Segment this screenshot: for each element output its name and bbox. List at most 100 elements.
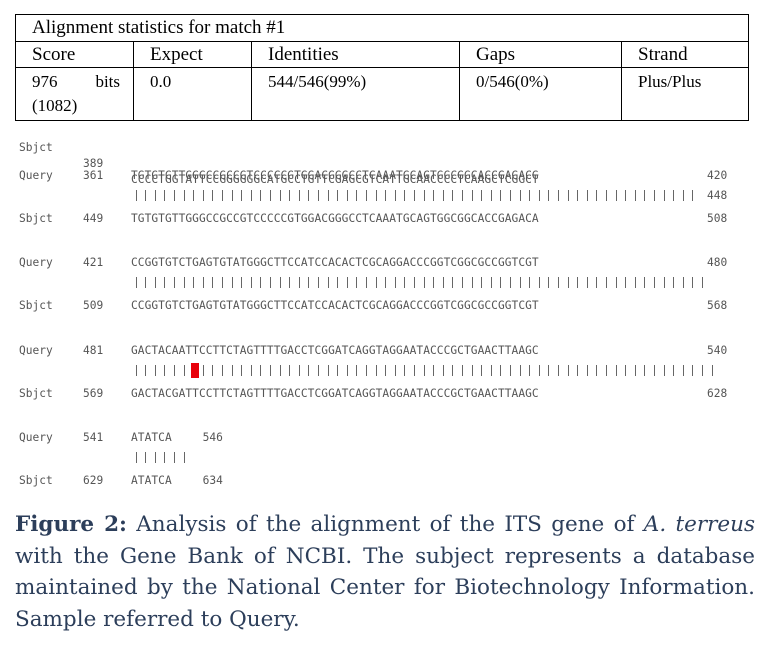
match-bar [212,277,214,288]
line-end: 634 [202,474,223,487]
match-bar [577,277,579,288]
match-bar [183,277,185,288]
match-bar [221,190,223,201]
match-bar [337,365,339,376]
match-bar [404,190,406,201]
match-bar [375,365,377,376]
species-name: A. terreus [643,512,755,537]
match-bar [394,190,396,201]
match-bar [567,277,569,288]
match-bar [596,365,598,376]
match-bar [394,365,396,376]
match-bar [241,190,243,201]
match-bar [663,365,665,376]
match-bar [596,277,598,288]
match-bar [269,365,271,376]
match-bar [673,365,675,376]
match-bar [356,190,358,201]
match-bar [682,190,684,201]
match-bar [154,190,156,201]
match-bar [644,277,646,288]
match-bar [557,190,559,201]
match-bar [260,365,262,376]
match-bar [605,277,607,288]
match-bar [327,365,329,376]
match-bar [394,277,396,288]
match-bar [221,365,223,376]
match-bar [567,190,569,201]
match-bar [346,365,348,376]
line-label: Query [19,431,53,444]
line-sequence: GACTACGATTCCTTCTAGTTTTGACCTCGGATCAGGTAGG… [131,387,539,400]
match-bar [269,190,271,201]
match-bar [634,277,636,288]
line-sequence: TGTGTGTTGGGCCGCCGTCCCCCGTGGACGGGCCTCAAAT… [131,169,539,182]
match-bar [231,277,233,288]
match-bar [548,277,550,288]
match-bar [202,277,204,288]
line-sequence: GACTACAATTCCTTCTAGTTTTGACCTCGGATCAGGTAGG… [131,344,539,357]
figure-label: Figure 2: [15,512,127,537]
match-bar [586,365,588,376]
match-bar [529,277,531,288]
match-bar [557,277,559,288]
gaps-value: 0/546(0%) [459,67,622,121]
match-bar [365,365,367,376]
match-bar [452,365,454,376]
match-bar [701,277,703,288]
match-bar [615,190,617,201]
mismatch-marker [190,363,199,378]
match-bar [673,190,675,201]
line-start: 541 [83,431,104,444]
match-bar [260,190,262,201]
match-bar [529,190,531,201]
match-bar [231,190,233,201]
match-bar [481,190,483,201]
match-bar [154,452,156,463]
match-bar [509,365,511,376]
line-start: 361 [83,169,104,182]
match-bar [135,190,137,201]
match-bar [682,277,684,288]
match-bar [241,277,243,288]
header-expect: Expect [133,41,252,68]
match-bar [596,190,598,201]
match-bar [442,190,444,201]
match-bar [298,277,300,288]
match-bar [634,190,636,201]
caption-text-after: with the Gene Bank of NCBI. The subject … [15,543,755,632]
line-sequence: CCGGTGTCTGAGTGTATGGGCTTCCATCCACACTCGCAGG… [131,299,539,312]
match-bar [471,365,473,376]
match-bar [173,365,175,376]
sbjct-line-top: Sbjct 389 CCCCTGGTATTCCGGGGGGCATGCCTGTTC… [19,124,727,202]
match-bar [567,365,569,376]
line-sequence: CCCCTGGTATTCCGGGGGGCATGCCTGTTCGAGCGTCATT… [131,173,539,186]
line-start: 449 [83,212,104,225]
match-bar [356,365,358,376]
line-sequence: TGTGTGTTGGGCCGCCGTCCCCCGTGGACGGGCCTCAAAT… [131,212,539,225]
match-bar [327,277,329,288]
match-bar [183,190,185,201]
match-bar [625,365,627,376]
line-end: 480 [707,256,728,269]
match-bar [154,277,156,288]
line-end: 628 [707,387,728,400]
match-bar [442,277,444,288]
match-bar [471,277,473,288]
match-bar [193,190,195,201]
match-bar [548,365,550,376]
line-start: 509 [83,299,104,312]
match-bar [298,365,300,376]
match-bar [154,365,156,376]
match-bar [423,277,425,288]
line-sequence: ATATCA [131,474,172,487]
match-bar [663,277,665,288]
match-bar [413,277,415,288]
match-bar [586,277,588,288]
alignment-statistics-table: Alignment statistics for match #1 Score … [14,14,750,121]
match-bar [183,365,185,376]
match-bar [644,365,646,376]
match-bar [173,452,175,463]
line-label: Sbjct [19,299,53,312]
match-bar [135,365,137,376]
